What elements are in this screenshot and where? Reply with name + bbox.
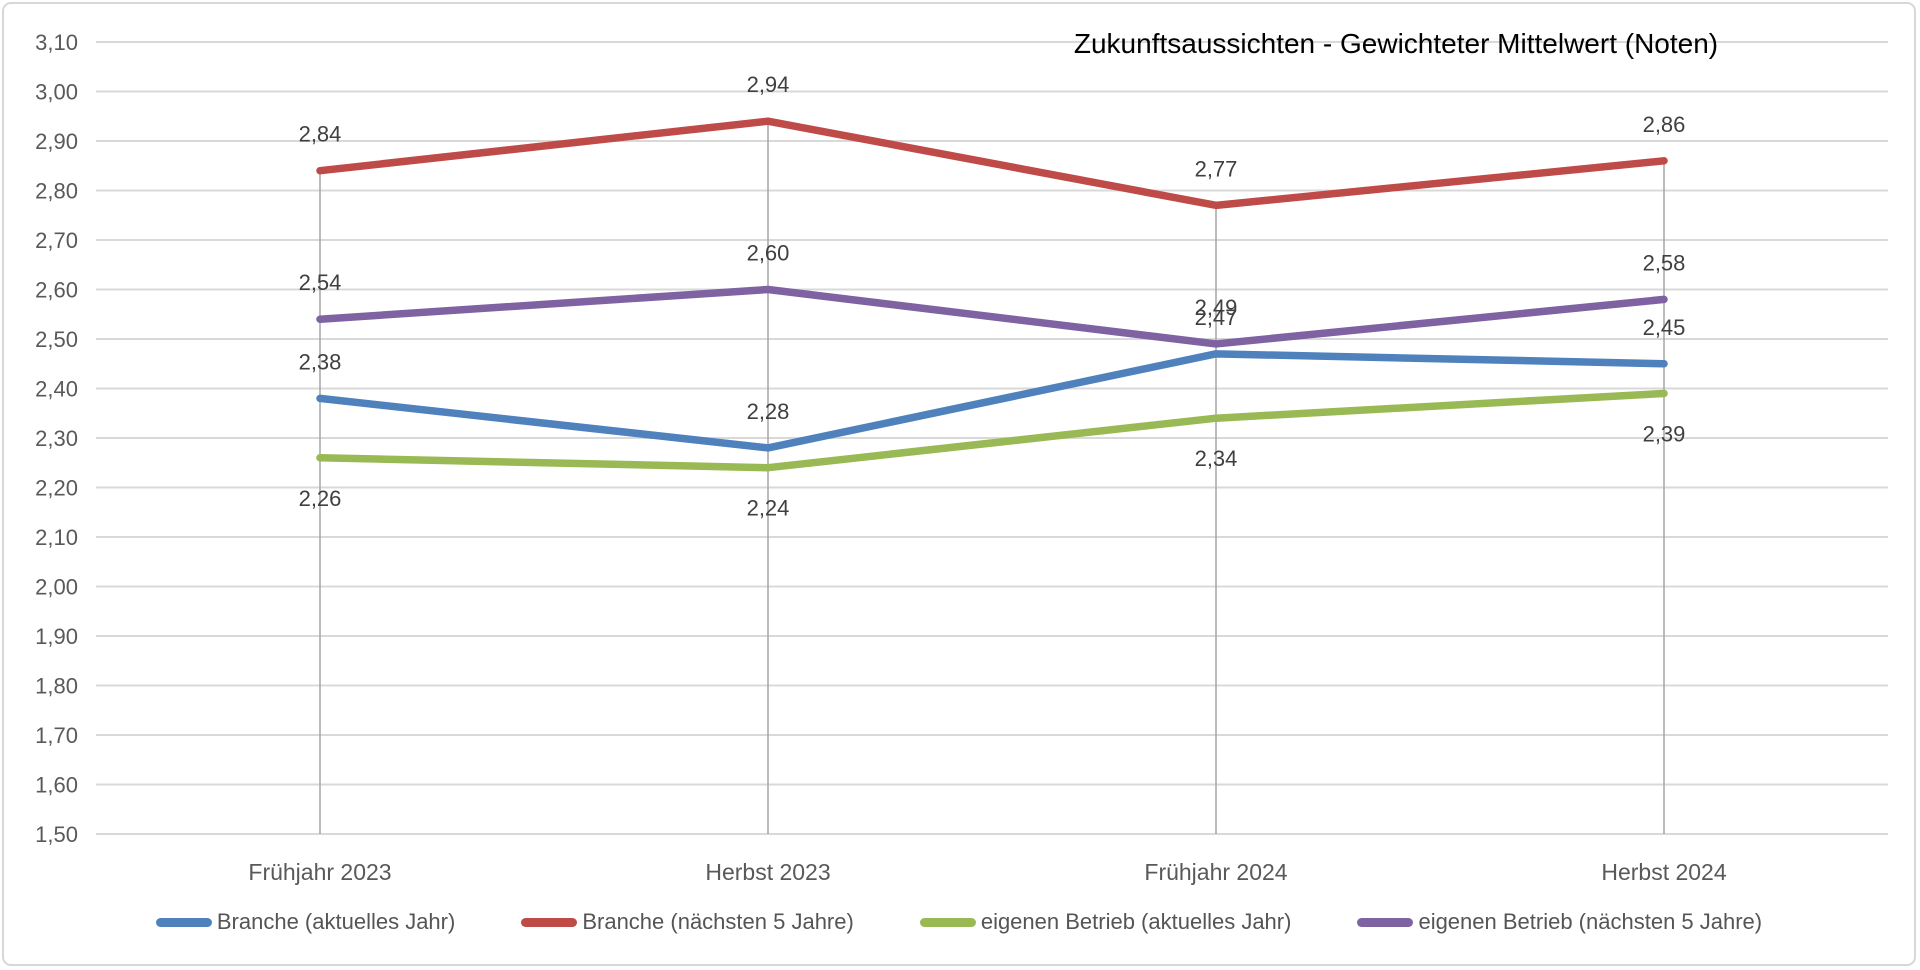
y-axis-tick-label: 1,80 xyxy=(35,674,78,699)
series-line-branche-aktuelles-jahr- xyxy=(316,350,1668,452)
y-axis-tick-label: 2,70 xyxy=(35,228,78,253)
legend-label: eigenen Betrieb (nächsten 5 Jahre) xyxy=(1418,909,1763,934)
y-axis-tick-label: 1,90 xyxy=(35,624,78,649)
data-label: 2,60 xyxy=(747,241,790,266)
y-axis-tick-label: 2,30 xyxy=(35,426,78,451)
y-axis-tick-label: 1,60 xyxy=(35,773,78,798)
y-axis-tick-label: 1,50 xyxy=(35,822,78,847)
chart-legend: Branche (aktuelles Jahr) Branche (nächste… xyxy=(4,903,1914,941)
y-axis-tick-label: 1,70 xyxy=(35,723,78,748)
data-label: 2,26 xyxy=(299,486,342,511)
series-line-branche-nächsten-5-jahre- xyxy=(316,117,1668,210)
y-axis-tick-label: 2,60 xyxy=(35,278,78,303)
legend-item: Branche (nächsten 5 Jahre) xyxy=(521,909,854,935)
data-label: 2,49 xyxy=(1195,295,1238,320)
x-axis-category-label: Frühjahr 2024 xyxy=(1144,859,1287,885)
legend-label: eigenen Betrieb (aktuelles Jahr) xyxy=(980,909,1292,934)
data-label: 2,47 xyxy=(1195,305,1238,330)
y-axis-tick-label: 2,80 xyxy=(35,179,78,204)
data-label: 2,39 xyxy=(1643,421,1686,446)
legend-item: eigenen Betrieb (nächsten 5 Jahre) xyxy=(1357,909,1762,935)
y-axis-tick-label: 2,50 xyxy=(35,327,78,352)
legend-label: Branche (nächsten 5 Jahre) xyxy=(582,909,854,934)
y-axis-tick-label: 2,10 xyxy=(35,525,78,550)
data-label: 2,24 xyxy=(747,496,790,521)
data-label: 2,77 xyxy=(1195,156,1238,181)
data-label: 2,84 xyxy=(299,122,342,147)
line-chart-canvas: 3,10 3,00 2,90 2,80 2,70 2,60 2,50 2,40 2,30 2,20… xyxy=(35,30,1888,885)
x-axis-category-label: Herbst 2024 xyxy=(1601,859,1727,885)
data-label: 2,54 xyxy=(299,270,342,295)
legend-marker-icon xyxy=(521,917,578,927)
y-axis-tick-label: 2,40 xyxy=(35,377,78,402)
chart-title: Zukunftsaussichten - Gewichteter Mittelw… xyxy=(1073,28,1719,59)
legend-marker-icon xyxy=(155,917,212,927)
data-label: 2,94 xyxy=(747,72,790,97)
data-label: 2,58 xyxy=(1643,250,1686,275)
y-axis-tick-label: 2,00 xyxy=(35,575,78,600)
y-axis-tick-label: 3,00 xyxy=(35,80,78,105)
series-line-eigenen-betrieb-aktuelles-jahr- xyxy=(316,389,1668,472)
y-axis-tick-label: 2,90 xyxy=(35,129,78,154)
data-label: 2,28 xyxy=(747,399,790,424)
legend-item: Branche (aktuelles Jahr) xyxy=(155,909,456,935)
data-label: 2,86 xyxy=(1643,112,1686,137)
y-axis-tick-label: 3,10 xyxy=(35,30,78,55)
series-line-eigenen-betrieb-nächsten-5-jahre- xyxy=(316,285,1668,348)
legend-marker-icon xyxy=(1357,917,1414,927)
legend-label: Branche (aktuelles Jahr) xyxy=(216,909,456,934)
x-axis-category-label: Herbst 2023 xyxy=(705,859,830,885)
x-axis-category-label: Frühjahr 2023 xyxy=(248,859,391,885)
legend-item: eigenen Betrieb (aktuelles Jahr) xyxy=(919,909,1292,935)
legend-marker-icon xyxy=(919,917,976,927)
data-label: 2,38 xyxy=(299,349,342,374)
y-axis-tick-label: 2,20 xyxy=(35,476,78,501)
data-label: 2,34 xyxy=(1195,446,1238,471)
data-label: 2,45 xyxy=(1643,315,1686,340)
